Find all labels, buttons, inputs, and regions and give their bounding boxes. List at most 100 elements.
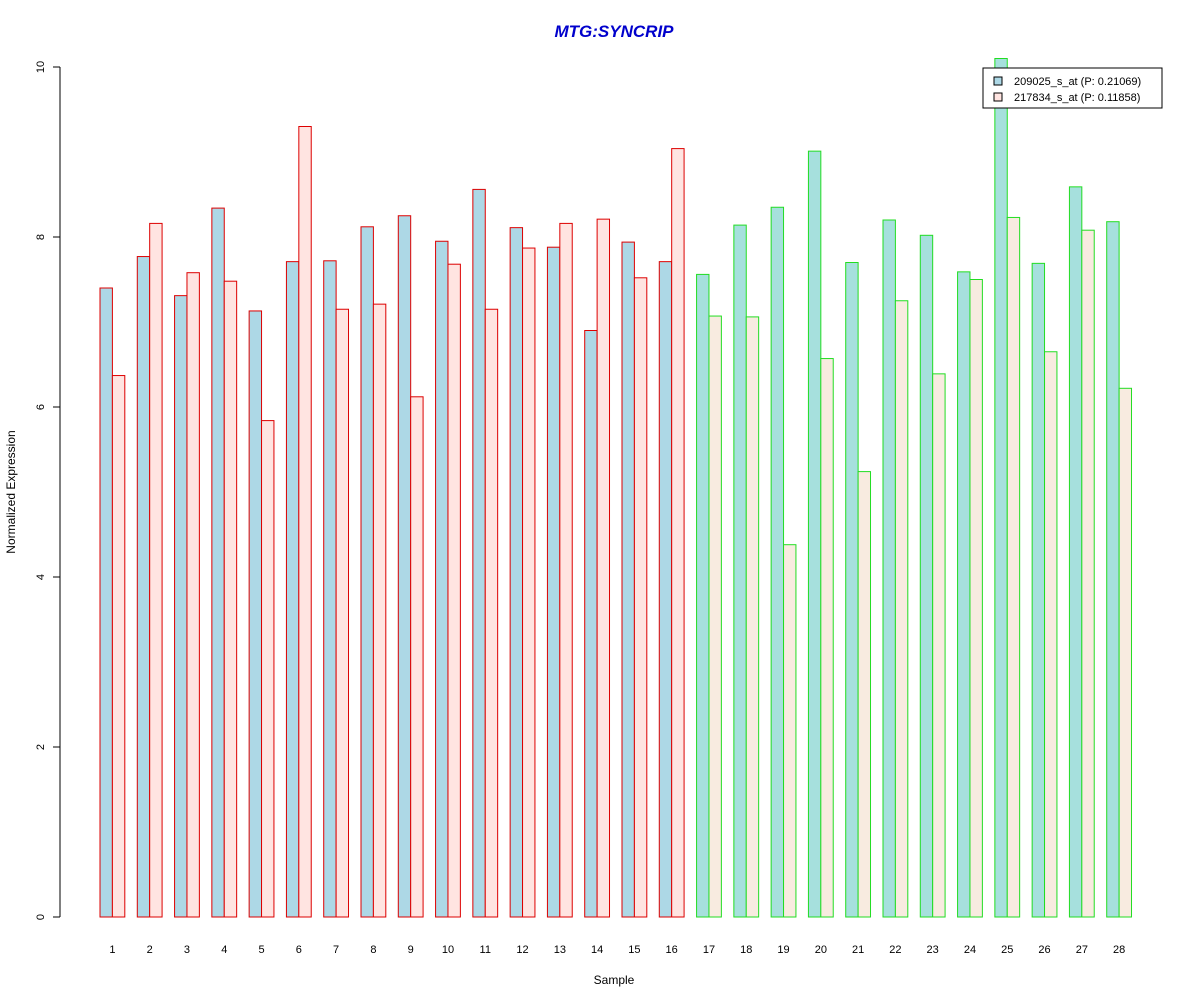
x-tick-label: 21 — [852, 944, 864, 956]
y-tick-label: 2 — [35, 744, 47, 750]
bar — [484, 308, 499, 918]
bar — [360, 226, 374, 918]
x-tick-label: 16 — [666, 944, 678, 956]
bar — [285, 261, 300, 918]
x-tick-label: 5 — [258, 944, 264, 956]
x-tick-label: 27 — [1076, 944, 1088, 956]
x-tick-label: 9 — [408, 944, 414, 956]
bar — [633, 277, 648, 918]
bar — [1044, 351, 1058, 918]
x-tick-label: 8 — [370, 944, 376, 956]
bar — [410, 396, 424, 918]
x-tick-label: 24 — [964, 944, 976, 956]
x-tick-label: 26 — [1038, 944, 1050, 956]
bar — [174, 295, 188, 918]
bar — [149, 222, 163, 918]
y-tick-label: 10 — [35, 61, 47, 73]
bar — [820, 358, 834, 918]
bar — [857, 471, 872, 918]
bar — [845, 262, 859, 918]
bar — [994, 58, 1008, 918]
bar — [559, 222, 573, 918]
bar — [211, 207, 225, 918]
bar — [1081, 229, 1095, 918]
x-tick-label: 4 — [221, 944, 227, 956]
bar — [372, 303, 387, 918]
x-tick-label: 25 — [1001, 944, 1013, 956]
bar — [1006, 216, 1021, 918]
bar — [957, 271, 971, 918]
x-tick-label: 7 — [333, 944, 339, 956]
y-tick-label: 4 — [35, 574, 47, 580]
bar — [111, 375, 126, 918]
x-tick-label: 2 — [147, 944, 153, 956]
x-tick-label: 11 — [480, 944, 491, 956]
y-axis-label: Normalized Expression — [4, 430, 18, 553]
bar — [783, 544, 797, 918]
x-tick-label: 17 — [703, 944, 715, 956]
bar — [894, 300, 909, 918]
x-tick-labels: 1 2 3 4 5 6 7 8 9 10 11 12 13 14 15 16 17 18 19 20 21 22 23 24 2… — [109, 944, 1125, 956]
bars-layer — [99, 58, 1133, 918]
bar — [186, 272, 200, 918]
x-tick-label: 12 — [516, 944, 528, 956]
bar — [435, 240, 449, 918]
legend-entry: 217834_s_at (P: 0.11858) — [1014, 92, 1140, 104]
legend-entry: 209025_s_at (P: 0.21069) — [1014, 76, 1141, 88]
bar — [733, 224, 747, 918]
bar — [621, 241, 635, 918]
x-axis-label: Sample — [594, 973, 635, 987]
bar — [708, 315, 722, 918]
x-tick-label: 23 — [927, 944, 939, 956]
bar — [671, 148, 685, 918]
bar — [658, 261, 673, 918]
x-tick-label: 13 — [554, 944, 566, 956]
legend-swatch — [993, 92, 1003, 102]
x-tick-label: 15 — [628, 944, 640, 956]
bar — [1106, 221, 1120, 918]
legend: 209025_s_at (P: 0.21069) 217834_s_at (P: … — [982, 67, 1163, 109]
bar — [397, 215, 412, 918]
y-axis: 0 2 4 6 8 10 — [35, 61, 61, 920]
bar — [298, 126, 312, 918]
x-tick-label: 1 — [109, 944, 115, 956]
x-tick-label: 10 — [442, 944, 454, 956]
x-tick-label: 22 — [889, 944, 901, 956]
bar — [584, 330, 598, 918]
bar — [1068, 186, 1083, 918]
bar — [248, 310, 263, 918]
bar — [335, 308, 350, 918]
bar — [596, 218, 611, 918]
chart-title: MTG:SYNCRIP — [555, 22, 675, 41]
bar — [522, 247, 536, 918]
legend-swatch — [993, 76, 1003, 86]
legend-box — [982, 67, 1163, 109]
bar — [969, 279, 983, 918]
y-tick-label: 0 — [35, 914, 47, 920]
bar — [932, 373, 946, 918]
x-tick-label: 14 — [591, 944, 603, 956]
bar — [745, 316, 760, 918]
x-tick-label: 6 — [296, 944, 302, 956]
x-tick-label: 19 — [777, 944, 789, 956]
bar — [1031, 262, 1046, 918]
bar — [509, 227, 524, 918]
x-tick-label: 28 — [1113, 944, 1125, 956]
x-tick-label: 3 — [184, 944, 190, 956]
bar — [261, 420, 275, 918]
bar — [546, 246, 561, 918]
bar — [472, 188, 486, 918]
bar — [696, 273, 710, 918]
x-tick-label: 18 — [740, 944, 752, 956]
bar — [99, 287, 113, 918]
bar — [882, 219, 896, 918]
bar — [136, 256, 151, 918]
bar — [919, 234, 934, 918]
bar — [770, 206, 785, 918]
bar — [447, 263, 461, 918]
bar — [1118, 387, 1133, 918]
bar — [807, 150, 822, 918]
x-tick-label: 20 — [815, 944, 827, 956]
